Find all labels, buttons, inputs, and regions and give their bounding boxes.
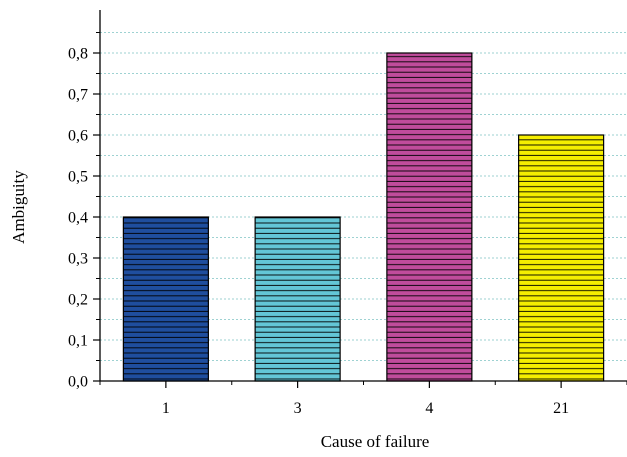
x-axis-title: Cause of failure: [321, 432, 430, 451]
bar-4: [386, 52, 473, 382]
bar-21: [518, 134, 605, 382]
x-tick-label: 21: [553, 400, 569, 417]
bar-1: [122, 216, 209, 382]
y-tick-label: 0,1: [68, 333, 88, 350]
y-tick-label: 0,6: [68, 128, 88, 145]
x-axis-ticks: 1 3 4 21: [99, 381, 627, 417]
y-tick-label: 0,4: [68, 210, 88, 227]
x-tick-label: 3: [294, 400, 302, 417]
y-tick-label: 0,8: [68, 46, 88, 63]
y-tick-label: 0,5: [68, 169, 88, 186]
y-axis-ticks: 0,0 0,1 0,2 0,3 0,4 0,5 0,6 0,7 0,8: [68, 32, 100, 391]
x-tick-label: 1: [162, 400, 170, 417]
x-tick-label: 4: [425, 400, 433, 417]
y-tick-label: 0,0: [68, 374, 88, 391]
y-axis-title: Ambiguity: [9, 170, 28, 244]
y-tick-label: 0,2: [68, 292, 88, 309]
bar-3: [254, 216, 341, 382]
bars: [122, 52, 605, 382]
y-tick-label: 0,3: [68, 251, 88, 268]
y-tick-label: 0,7: [68, 87, 88, 104]
